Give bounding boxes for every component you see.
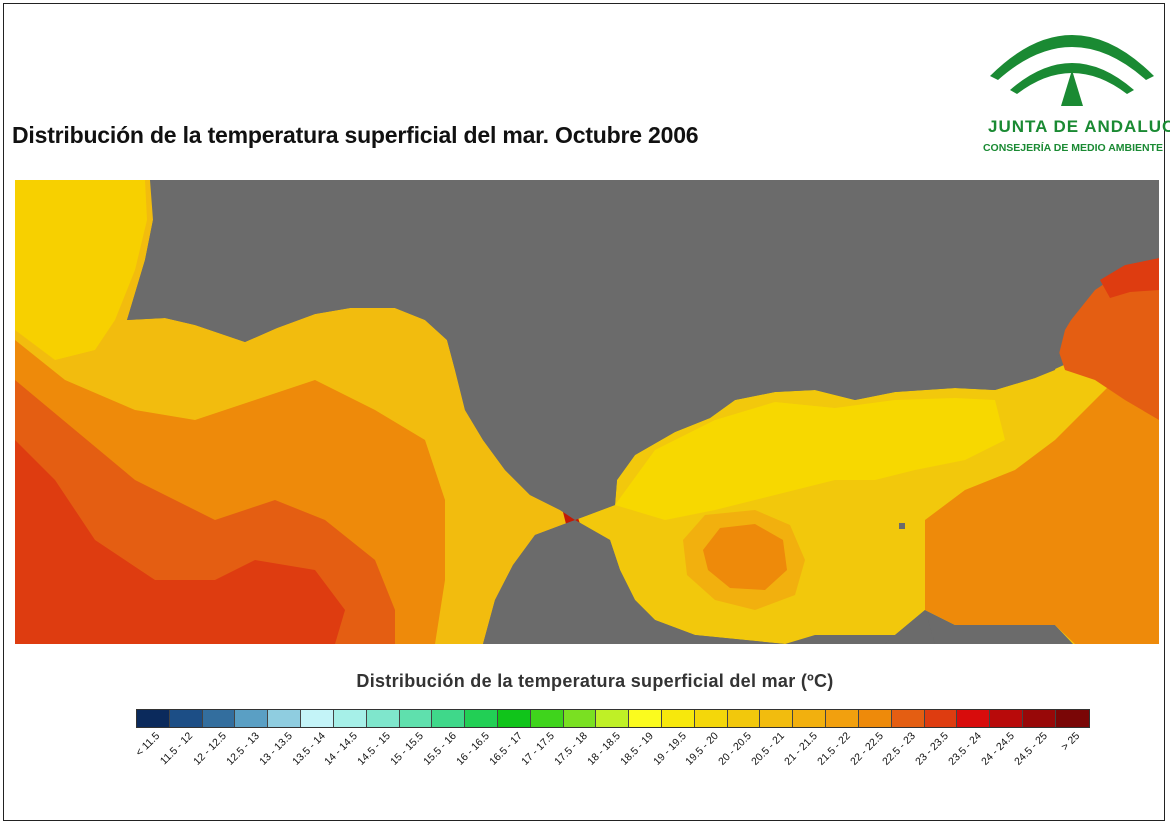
legend-swatch (301, 710, 334, 727)
legend-label: < 11.5 (133, 730, 163, 759)
logo-name: JUNTA DE ANDALUCIA (988, 117, 1170, 136)
legend-label: 15.5 - 16 (421, 730, 459, 768)
junta-de-andalucia-logo (990, 35, 1154, 106)
legend-swatch (137, 710, 170, 727)
legend-swatch (727, 710, 761, 727)
legend-label: 24 - 24.5 (979, 730, 1017, 768)
legend-label: 17 - 17.5 (519, 730, 558, 768)
legend-swatch (760, 710, 794, 727)
legend-swatch (662, 710, 695, 727)
page-title: Distribución de la temperatura superfici… (12, 122, 699, 148)
legend-swatch (957, 710, 991, 727)
legend-label: 21.5 - 22 (814, 730, 853, 768)
legend-swatch (333, 710, 367, 727)
sea-region-east-hottest (1100, 258, 1159, 298)
legend-label: 16 - 16.5 (453, 730, 492, 768)
sea-region-atlantic-hotter (15, 440, 345, 644)
legend-swatch (563, 710, 597, 727)
legend-swatch (924, 710, 958, 727)
legend-label: 14 - 14.5 (322, 730, 361, 768)
legend-swatch (858, 710, 892, 727)
legend-label: 11.5 - 12 (158, 730, 196, 768)
legend-label: 19.5 - 20 (683, 730, 722, 768)
legend-swatch (235, 710, 269, 727)
legend-label: 22 - 22.5 (847, 730, 886, 768)
legend-label: 23.5 - 24 (946, 730, 985, 768)
logo-subtitle: CONSEJERÍA DE MEDIO AMBIENTE (982, 142, 1164, 154)
land-iberia (127, 180, 1159, 520)
land-island (899, 523, 905, 529)
legend-swatch (826, 710, 859, 727)
legend-swatch (990, 710, 1023, 727)
sea-temperature-map (15, 180, 1159, 644)
legend-title: Distribución de la temperatura superfici… (0, 671, 1170, 692)
legend-swatch (268, 710, 302, 727)
sea-region-alboran-cool (615, 398, 1005, 520)
legend-swatch (1055, 710, 1089, 727)
legend-label: 13 - 13.5 (256, 730, 295, 768)
legend-swatch (432, 710, 466, 727)
legend-label: > 25 (1058, 730, 1082, 754)
legend-swatch (629, 710, 662, 727)
sea-region-atlantic-cool (15, 180, 147, 360)
legend-swatch (694, 710, 728, 727)
figure-frame (3, 3, 1165, 821)
legend-label: 15 - 15.5 (388, 730, 426, 768)
land-africa-east (885, 610, 935, 644)
sea-region-east (925, 370, 1159, 644)
legend-swatch (465, 710, 498, 727)
legend-label: 17.5 - 18 (552, 730, 591, 768)
legend-label: 18 - 18.5 (585, 730, 623, 768)
legend-label: 16.5 - 17 (486, 730, 525, 768)
legend-label: 20.5 - 21 (749, 730, 788, 768)
legend-swatch (497, 710, 531, 727)
legend-unit: (ºC) (800, 671, 834, 691)
legend-label: 21 - 21.5 (782, 730, 820, 768)
legend-swatch (169, 710, 203, 727)
legend-title-text: Distribución de la temperatura superfici… (356, 671, 796, 691)
legend-labels: < 11.5 11.5 - 12 12 - 12.5 12.5 - 13 13 - 13… (133, 730, 1088, 810)
legend-swatch (530, 710, 564, 727)
land-africa (483, 520, 785, 644)
legend-label: 19 - 19.5 (650, 730, 689, 768)
legend-label: 13.5 - 14 (289, 730, 328, 768)
sea-region-alboran-center-warm (703, 524, 787, 590)
legend-label: 18.5 - 19 (617, 730, 656, 768)
legend-label: 23 - 23.5 (913, 730, 952, 768)
legend-swatch (399, 710, 433, 727)
sea-region-east-hot (1055, 260, 1159, 420)
legend-swatch (366, 710, 400, 727)
legend-label: 12 - 12.5 (191, 730, 230, 768)
legend-swatch (891, 710, 925, 727)
legend-swatch (596, 710, 630, 727)
legend-swatch (202, 710, 236, 727)
legend-label: 12.5 - 13 (224, 730, 262, 768)
legend-label: 22.5 - 23 (880, 730, 919, 768)
legend-label: 14.5 - 15 (355, 730, 394, 768)
legend-swatch (1022, 710, 1056, 727)
legend-swatch (793, 710, 827, 727)
legend-color-bar (136, 709, 1090, 728)
legend-label: 24.5 - 25 (1011, 730, 1050, 768)
legend-label: 20 - 20.5 (716, 730, 755, 768)
